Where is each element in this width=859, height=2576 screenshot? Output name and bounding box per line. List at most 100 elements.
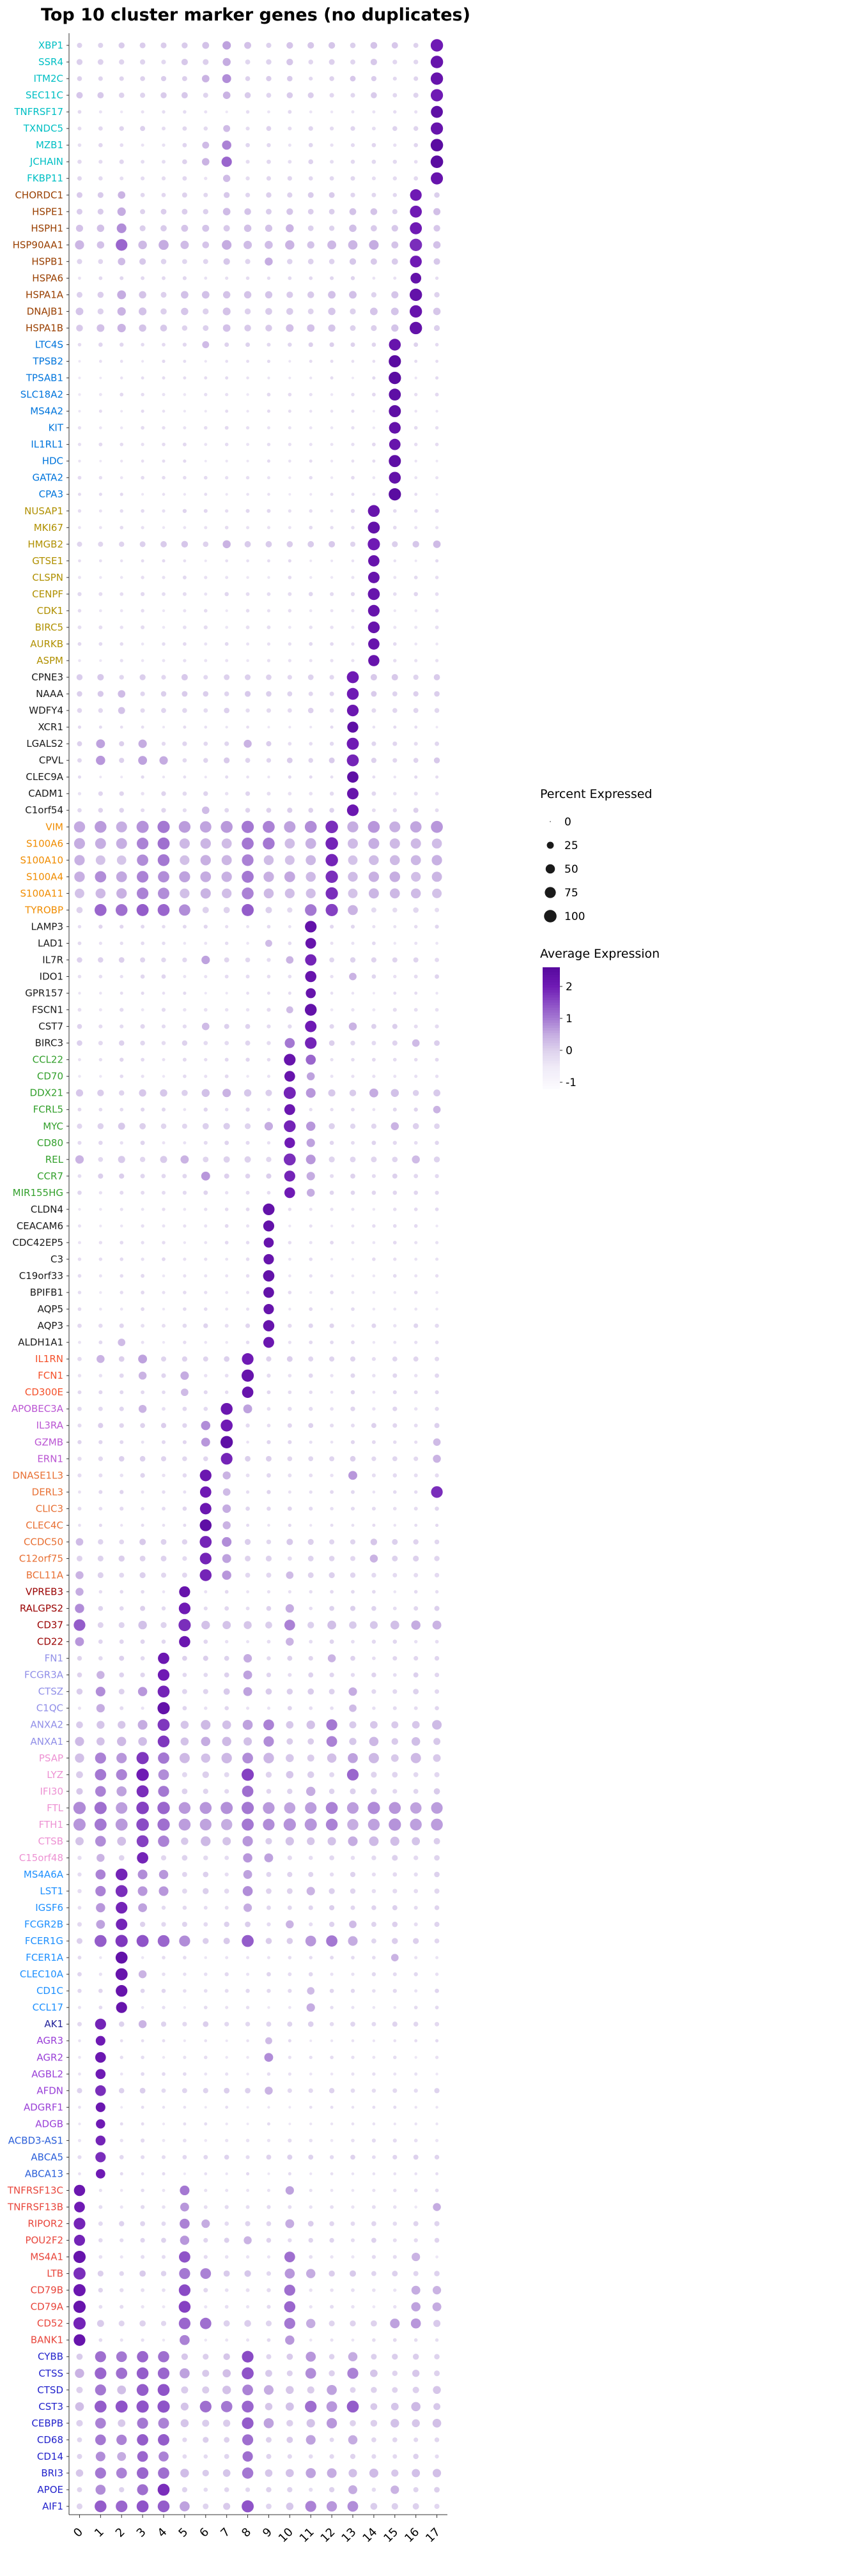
- expression-dot: [225, 2005, 229, 2009]
- expression-dot: [224, 1921, 229, 1928]
- expression-dot: [96, 739, 105, 749]
- expression-dot: [309, 1606, 313, 1611]
- expression-dot: [245, 1506, 250, 1511]
- color-legend-gradient: [543, 1058, 560, 1062]
- color-legend-gradient: [543, 979, 560, 983]
- expression-dot: [138, 1903, 148, 1912]
- expression-dot: [201, 1171, 210, 1181]
- expression-dot: [329, 1556, 335, 1561]
- expression-dot: [392, 1423, 398, 1428]
- expression-dot: [162, 1241, 166, 1245]
- expression-dot: [430, 89, 444, 102]
- expression-dot: [329, 2021, 334, 2027]
- expression-dot: [371, 1506, 376, 1511]
- expression-dot: [94, 2400, 107, 2413]
- x-axis-tick-label: 14: [360, 2526, 380, 2545]
- expression-dot: [77, 2138, 82, 2142]
- expression-dot: [181, 540, 189, 548]
- expression-dot: [307, 1556, 314, 1561]
- expression-dot: [77, 259, 82, 264]
- expression-dot: [371, 691, 377, 697]
- expression-dot: [141, 1706, 144, 1710]
- expression-dot: [158, 871, 169, 883]
- expression-dot: [77, 426, 82, 430]
- expression-dot: [287, 1506, 292, 1511]
- expression-dot: [267, 392, 271, 397]
- expression-dot: [246, 2338, 250, 2342]
- expression-dot: [95, 838, 106, 849]
- expression-dot: [245, 192, 251, 197]
- expression-dot: [225, 2056, 228, 2059]
- expression-dot: [116, 2367, 128, 2379]
- expression-dot: [203, 1655, 208, 1661]
- expression-dot: [287, 1423, 292, 1428]
- expression-dot: [179, 1586, 190, 1598]
- expression-dot: [99, 1208, 102, 1211]
- expression-dot: [77, 1872, 82, 1877]
- expression-dot: [120, 493, 123, 496]
- expression-dot: [76, 2419, 83, 2426]
- expression-dot: [162, 1956, 166, 1959]
- expression-dot: [351, 559, 355, 563]
- expression-dot: [434, 1556, 440, 1561]
- expression-dot: [120, 1307, 123, 1311]
- expression-dot: [351, 2205, 355, 2209]
- expression-dot: [329, 2155, 334, 2159]
- expression-dot: [203, 1140, 208, 1145]
- expression-dot: [435, 1706, 439, 1711]
- expression-dot: [433, 1438, 441, 1446]
- expression-dot: [266, 2354, 272, 2359]
- expression-dot: [158, 1786, 169, 1797]
- expression-dot: [136, 2400, 149, 2413]
- gene-label: ITM2C: [33, 73, 63, 84]
- color-legend-gradient: [543, 1028, 560, 1031]
- color-legend-gradient: [543, 972, 560, 976]
- expression-dot: [414, 2138, 418, 2143]
- expression-dot: [116, 871, 127, 882]
- gene-label: FN1: [45, 1653, 63, 1664]
- expression-dot: [77, 1257, 82, 1261]
- expression-dot: [392, 1008, 397, 1012]
- expression-dot: [224, 2437, 230, 2443]
- expression-dot: [203, 708, 208, 713]
- expression-dot: [432, 888, 442, 898]
- expression-dot: [431, 855, 442, 866]
- expression-dot: [309, 2338, 313, 2342]
- expression-dot: [267, 592, 271, 596]
- expression-dot: [162, 2055, 166, 2059]
- expression-dot: [246, 942, 249, 945]
- expression-dot: [329, 957, 334, 963]
- gene-label: CDC42EP5: [12, 1237, 63, 1248]
- expression-dot: [137, 1852, 148, 1864]
- gene-label: RALGPS2: [20, 1603, 63, 1614]
- expression-dot: [77, 1140, 82, 1145]
- expression-dot: [330, 443, 334, 447]
- expression-dot: [203, 2005, 208, 2010]
- expression-dot: [413, 59, 419, 65]
- expression-dot: [350, 592, 355, 597]
- gene-label: IL1RN: [35, 1353, 63, 1365]
- expression-dot: [225, 725, 228, 729]
- expression-dot: [371, 2089, 376, 2093]
- expression-dot: [224, 509, 229, 513]
- expression-dot: [434, 2154, 440, 2160]
- expression-dot: [223, 1938, 230, 1945]
- expression-dot: [368, 638, 380, 650]
- expression-dot: [351, 1008, 355, 1012]
- expression-dot: [95, 2434, 106, 2446]
- expression-dot: [288, 1523, 291, 1527]
- expression-dot: [245, 1921, 251, 1928]
- expression-dot: [162, 359, 166, 364]
- expression-dot: [178, 1618, 191, 1632]
- expression-dot: [181, 58, 188, 66]
- expression-dot: [162, 776, 166, 779]
- expression-dot: [431, 820, 443, 833]
- expression-dot: [435, 2073, 438, 2076]
- expression-dot: [136, 1802, 149, 1814]
- expression-dot: [329, 1539, 335, 1545]
- expression-dot: [351, 410, 355, 413]
- expression-dot: [435, 1972, 439, 1976]
- expression-dot: [329, 2237, 334, 2243]
- expression-dot: [136, 2467, 149, 2480]
- expression-dot: [141, 609, 144, 613]
